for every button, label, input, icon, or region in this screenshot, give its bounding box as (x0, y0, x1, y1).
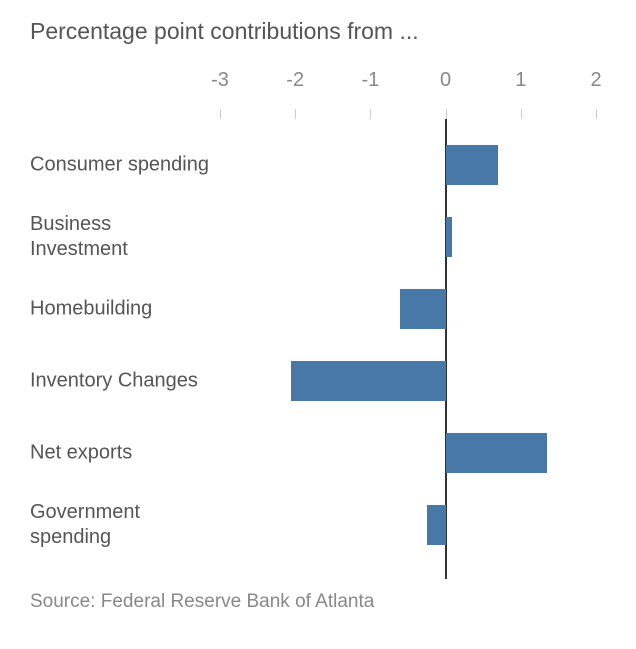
category-label: Inventory Changes (30, 369, 210, 394)
x-tick-mark (521, 109, 522, 119)
chart-container: Percentage point contributions from ... … (0, 0, 636, 649)
category-label: Government spending (30, 500, 210, 550)
x-tick-label: -3 (211, 69, 229, 92)
category-label: Consumer spending (30, 153, 210, 178)
bar (446, 217, 452, 257)
plot-area: -3-2-1012 Consumer spendingBusiness Inve… (30, 69, 606, 579)
chart-row: Homebuilding (30, 273, 596, 345)
category-label: Homebuilding (30, 297, 210, 322)
x-tick-label: 0 (440, 69, 451, 92)
chart-row: Business Investment (30, 201, 596, 273)
x-tick-mark (220, 109, 221, 119)
x-tick-label: 2 (590, 69, 601, 92)
x-tick-mark (370, 109, 371, 119)
x-tick-label: -2 (286, 69, 304, 92)
x-tick-mark (295, 109, 296, 119)
chart-row: Inventory Changes (30, 345, 596, 417)
chart-title: Percentage point contributions from ... (30, 18, 606, 45)
chart-row: Consumer spending (30, 129, 596, 201)
bar (427, 505, 446, 545)
x-tick-label: -1 (361, 69, 379, 92)
bar (400, 289, 445, 329)
bar (446, 145, 499, 185)
x-tick-mark (446, 109, 447, 119)
bars-area: Consumer spendingBusiness InvestmentHome… (220, 119, 596, 579)
bar (446, 433, 548, 473)
x-tick-mark (596, 109, 597, 119)
category-label: Business Investment (30, 212, 210, 262)
bar (291, 361, 445, 401)
source-text: Source: Federal Reserve Bank of Atlanta (30, 591, 606, 613)
category-label: Net exports (30, 441, 210, 466)
x-axis: -3-2-1012 (220, 69, 596, 109)
chart-row: Government spending (30, 489, 596, 561)
chart-row: Net exports (30, 417, 596, 489)
x-tick-label: 1 (515, 69, 526, 92)
